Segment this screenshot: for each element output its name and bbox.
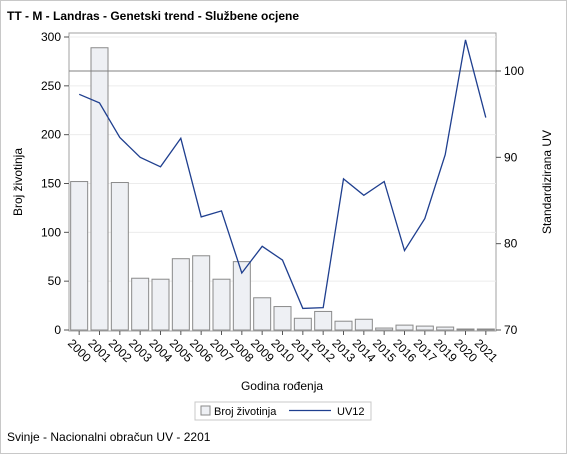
bar-2017: [415, 325, 434, 331]
legend-label-bars: Broj životinja: [214, 406, 277, 418]
bar-2013: [334, 320, 353, 331]
legend-swatch-bars: [200, 405, 211, 416]
bar-2000: [70, 181, 89, 331]
legend-label-line: UV12: [337, 406, 365, 418]
uv12-line: [78, 39, 487, 310]
bar-2007: [212, 278, 231, 331]
bar-2011: [293, 317, 312, 331]
legend: Broj životinja UV12: [194, 401, 372, 421]
y2-axis-label: Standardizirana UV: [540, 130, 554, 234]
bar-2005: [171, 258, 190, 331]
bar-2003: [131, 277, 150, 331]
footnote: Svinje - Nacionalni obračun UV - 2201: [7, 430, 211, 444]
chart-title: TT - M - Landras - Genetski trend - Služ…: [7, 9, 300, 23]
y-tick-label: 250: [41, 79, 61, 93]
y-axis-label: Broj životinja: [11, 148, 25, 216]
bar-2010: [273, 306, 292, 331]
y2-tick-label: 70: [504, 323, 518, 337]
y-tick-label: 0: [54, 323, 61, 337]
bar-2021: [476, 328, 495, 331]
bar-2008: [232, 261, 251, 331]
y-tick-label: 300: [41, 30, 61, 44]
bar-2019: [436, 326, 455, 331]
legend-box: [194, 401, 372, 421]
y-tick-label: 100: [41, 225, 61, 239]
y-tick-label: 200: [41, 128, 61, 142]
y2-tick-label: 100: [504, 64, 524, 78]
bar-2020: [456, 328, 475, 331]
bar-2002: [110, 182, 129, 331]
bar-2009: [253, 297, 272, 331]
y2-tick-label: 80: [504, 237, 518, 251]
y-tick-label: 50: [48, 274, 62, 288]
bar-2012: [314, 310, 333, 331]
y-tick-label: 150: [41, 177, 61, 191]
bar-2015: [375, 327, 394, 331]
x-axis-label: Godina rođenja: [241, 379, 323, 393]
y2-tick-label: 90: [504, 150, 518, 164]
bar-2001: [90, 47, 109, 331]
bar-2014: [354, 318, 373, 331]
bar-2006: [192, 255, 211, 331]
bar-2016: [395, 324, 414, 331]
bar-2004: [151, 278, 170, 331]
